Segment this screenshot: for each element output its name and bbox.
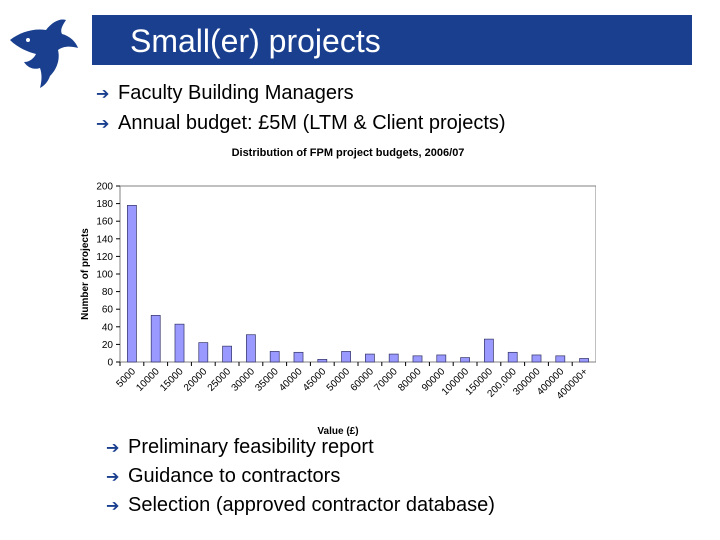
x-tick-label: 60000 bbox=[349, 366, 377, 394]
bar bbox=[555, 355, 566, 363]
bullet-item: ➔ Selection (approved contractor databas… bbox=[106, 494, 495, 517]
y-tick-label: 200 bbox=[96, 182, 113, 193]
bar bbox=[412, 355, 423, 363]
budget-distribution-chart: Distribution of FPM project budgets, 200… bbox=[76, 140, 596, 440]
bullet-text: Annual budget: £5M (LTM & Client project… bbox=[118, 112, 506, 134]
bar bbox=[127, 205, 137, 363]
bar bbox=[507, 351, 518, 363]
bar bbox=[269, 351, 280, 363]
bar bbox=[317, 359, 328, 363]
bullet-item: ➔ Preliminary feasibility report bbox=[106, 436, 374, 459]
slide-title: Small(er) projects bbox=[130, 23, 381, 59]
title-bar: Small(er) projects bbox=[92, 15, 692, 65]
x-tick-label: 50000 bbox=[325, 366, 353, 394]
bar bbox=[222, 345, 232, 363]
arrow-icon: ➔ bbox=[106, 497, 120, 515]
arrow-icon: ➔ bbox=[106, 468, 120, 486]
bar bbox=[174, 323, 185, 363]
bar bbox=[365, 353, 375, 363]
y-tick-label: 120 bbox=[96, 252, 113, 263]
x-tick-label: 70000 bbox=[372, 366, 400, 394]
bar bbox=[484, 338, 494, 363]
bar bbox=[150, 315, 161, 363]
dolphin-logo-icon bbox=[4, 10, 84, 90]
bar bbox=[246, 334, 256, 363]
y-tick-label: 0 bbox=[107, 358, 113, 369]
arrow-icon: ➔ bbox=[106, 439, 120, 457]
x-tick-label: 20000 bbox=[182, 366, 210, 394]
bar bbox=[436, 354, 447, 363]
x-tick-label: 30000 bbox=[230, 366, 258, 394]
y-tick-label: 20 bbox=[102, 340, 114, 351]
y-tick-label: 180 bbox=[96, 199, 113, 210]
x-tick-label: 10000 bbox=[134, 366, 162, 394]
bullet-text: Selection (approved contractor database) bbox=[128, 494, 495, 516]
arrow-icon: ➔ bbox=[96, 115, 110, 133]
x-tick-label: 25000 bbox=[206, 366, 234, 394]
bar bbox=[388, 353, 399, 363]
y-axis-label: Number of projects bbox=[80, 228, 91, 320]
x-tick-label: 35000 bbox=[253, 366, 281, 394]
bar bbox=[460, 357, 470, 363]
bar bbox=[198, 342, 209, 363]
y-tick-label: 60 bbox=[102, 305, 114, 316]
bullet-text: Guidance to contractors bbox=[128, 465, 341, 487]
bar bbox=[579, 358, 589, 363]
y-tick-label: 140 bbox=[96, 234, 113, 245]
chart-canvas: Distribution of FPM project budgets, 200… bbox=[80, 147, 596, 437]
arrow-icon: ➔ bbox=[96, 85, 110, 103]
chart-title: Distribution of FPM project budgets, 200… bbox=[232, 147, 465, 159]
y-tick-label: 100 bbox=[96, 270, 113, 281]
y-tick-label: 160 bbox=[96, 217, 113, 228]
bar bbox=[531, 354, 542, 363]
x-tick-label: 45000 bbox=[301, 366, 329, 394]
bullet-text: Faculty Building Managers bbox=[118, 82, 354, 104]
bullet-item: ➔ Annual budget: £5M (LTM & Client proje… bbox=[96, 112, 506, 135]
bullet-item: ➔ Faculty Building Managers bbox=[96, 82, 354, 105]
bar bbox=[341, 351, 351, 363]
y-tick-label: 80 bbox=[102, 287, 114, 298]
plot-frame bbox=[119, 185, 596, 363]
y-tick-label: 40 bbox=[102, 322, 114, 333]
x-tick-label: 15000 bbox=[158, 366, 186, 394]
bullet-text: Preliminary feasibility report bbox=[128, 436, 374, 458]
x-axis-label: Value (£) bbox=[317, 426, 358, 437]
x-tick-label: 40000 bbox=[277, 366, 305, 394]
bullet-item: ➔ Guidance to contractors bbox=[106, 465, 340, 488]
x-tick-label: 80000 bbox=[396, 366, 424, 394]
bar bbox=[293, 351, 304, 363]
